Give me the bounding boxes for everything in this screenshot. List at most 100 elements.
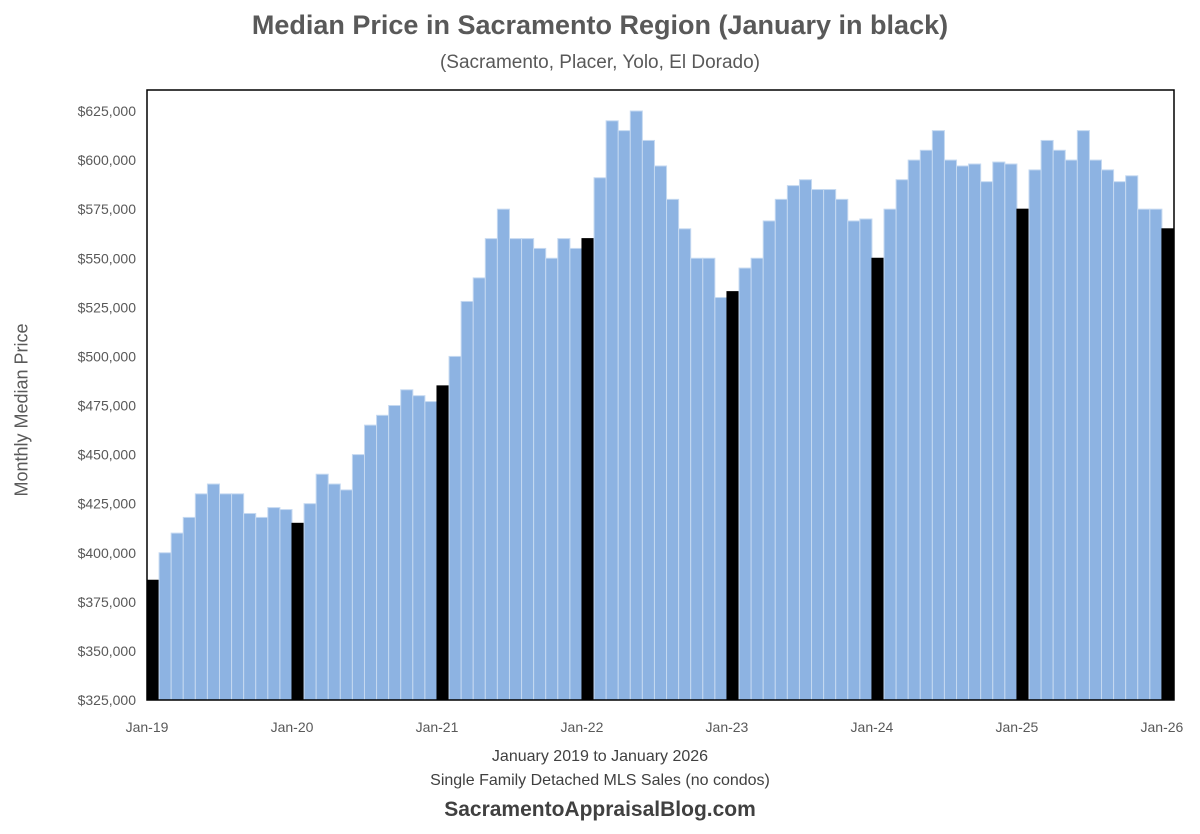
- bar: [472, 277, 486, 701]
- bar: [738, 267, 752, 701]
- y-tick-label: $625,000: [78, 103, 137, 119]
- bar: [508, 238, 523, 701]
- bar: [786, 185, 800, 701]
- bar: [1052, 149, 1066, 701]
- bar: [182, 516, 196, 701]
- bar: [617, 130, 631, 701]
- y-tick-label: $450,000: [78, 447, 137, 463]
- bar: [895, 179, 909, 701]
- x-tick-label: Jan-21: [416, 719, 459, 735]
- bar: [1088, 159, 1103, 701]
- y-tick-label: $425,000: [78, 496, 137, 512]
- y-tick-label: $500,000: [78, 348, 137, 364]
- bar: [605, 120, 619, 701]
- bar: [666, 198, 680, 701]
- bar-january: [146, 579, 160, 701]
- y-tick-label: $350,000: [78, 643, 137, 659]
- plot-area-border: [146, 89, 1175, 701]
- bar: [956, 165, 970, 701]
- bar: [968, 163, 982, 701]
- bar: [484, 238, 498, 701]
- bar-january: [436, 385, 450, 701]
- bar-january: [871, 257, 885, 701]
- bar: [1076, 130, 1090, 701]
- bar: [835, 198, 849, 701]
- y-tick-label: $525,000: [78, 299, 137, 315]
- x-tick-label: Jan-23: [706, 719, 749, 735]
- bar: [388, 405, 402, 701]
- bar: [315, 473, 329, 701]
- chart-title: Median Price in Sacramento Region (Janua…: [251, 10, 949, 40]
- x-tick-label: Jan-19: [126, 719, 169, 735]
- bar: [351, 454, 365, 701]
- bar: [170, 532, 184, 701]
- bar: [702, 257, 716, 701]
- bar: [678, 228, 692, 701]
- bar: [593, 177, 607, 701]
- bar: [883, 208, 897, 701]
- bar: [629, 110, 643, 701]
- bar: [1101, 169, 1115, 701]
- bar: [327, 483, 341, 701]
- x-tick-labels: Jan-19 Jan-20 Jan-21 Jan-22 Jan-23 Jan-24 Jan-…: [126, 719, 1184, 735]
- bar: [992, 161, 1006, 701]
- bar: [267, 507, 281, 701]
- bar: [1004, 163, 1018, 701]
- bar: [206, 483, 220, 701]
- bar: [1113, 181, 1127, 701]
- y-tick-labels: $325,000 $350,000 $375,000 $400,000 $425,000…: [78, 103, 137, 708]
- bar: [1040, 139, 1054, 701]
- x-tick-label: Jan-20: [271, 719, 314, 735]
- bar: [496, 208, 510, 701]
- y-tick-label: $375,000: [78, 594, 137, 610]
- bars-group: [146, 110, 1175, 701]
- bar: [859, 218, 873, 701]
- bar: [811, 189, 825, 701]
- y-tick-label: $325,000: [78, 692, 137, 708]
- bar: [448, 355, 462, 701]
- x-axis-title-line-1: January 2019 to January 2026: [491, 748, 709, 765]
- bar: [339, 489, 353, 701]
- bar: [943, 159, 958, 701]
- bar: [363, 424, 378, 701]
- source-credit: SacramentoAppraisalBlog.com: [444, 798, 756, 821]
- bar: [919, 149, 933, 701]
- bar: [847, 220, 861, 701]
- bar: [533, 247, 547, 701]
- bar: [1149, 208, 1163, 701]
- bar: [750, 257, 764, 701]
- y-tick-label: $550,000: [78, 250, 137, 266]
- bar: [798, 179, 813, 701]
- bar-january: [581, 238, 595, 701]
- x-tick-label: Jan-25: [996, 719, 1039, 735]
- bar: [545, 257, 559, 701]
- bar: [1137, 208, 1151, 701]
- bar-january: [1161, 228, 1175, 701]
- bar: [255, 516, 269, 701]
- bar: [376, 414, 390, 701]
- bar: [774, 198, 788, 701]
- bar: [762, 220, 776, 701]
- bar: [1064, 159, 1078, 701]
- bar: [521, 238, 535, 701]
- bar: [243, 512, 257, 701]
- bar: [158, 552, 172, 701]
- bar-january: [291, 522, 305, 701]
- bar: [218, 493, 233, 701]
- bar: [931, 130, 945, 701]
- bar: [569, 247, 583, 701]
- x-tick-label: Jan-26: [1141, 719, 1184, 735]
- y-tick-label: $475,000: [78, 398, 137, 414]
- bar: [907, 159, 921, 701]
- bar: [557, 238, 571, 701]
- bar: [1125, 175, 1139, 701]
- bar: [412, 395, 426, 701]
- bar: [279, 509, 293, 701]
- bar: [460, 300, 474, 701]
- bar: [400, 389, 414, 701]
- x-axis-title-line-2: Single Family Detached MLS Sales (no con…: [430, 772, 770, 789]
- x-tick-label: Jan-22: [561, 719, 604, 735]
- bar: [424, 401, 438, 701]
- bar-january: [726, 291, 740, 701]
